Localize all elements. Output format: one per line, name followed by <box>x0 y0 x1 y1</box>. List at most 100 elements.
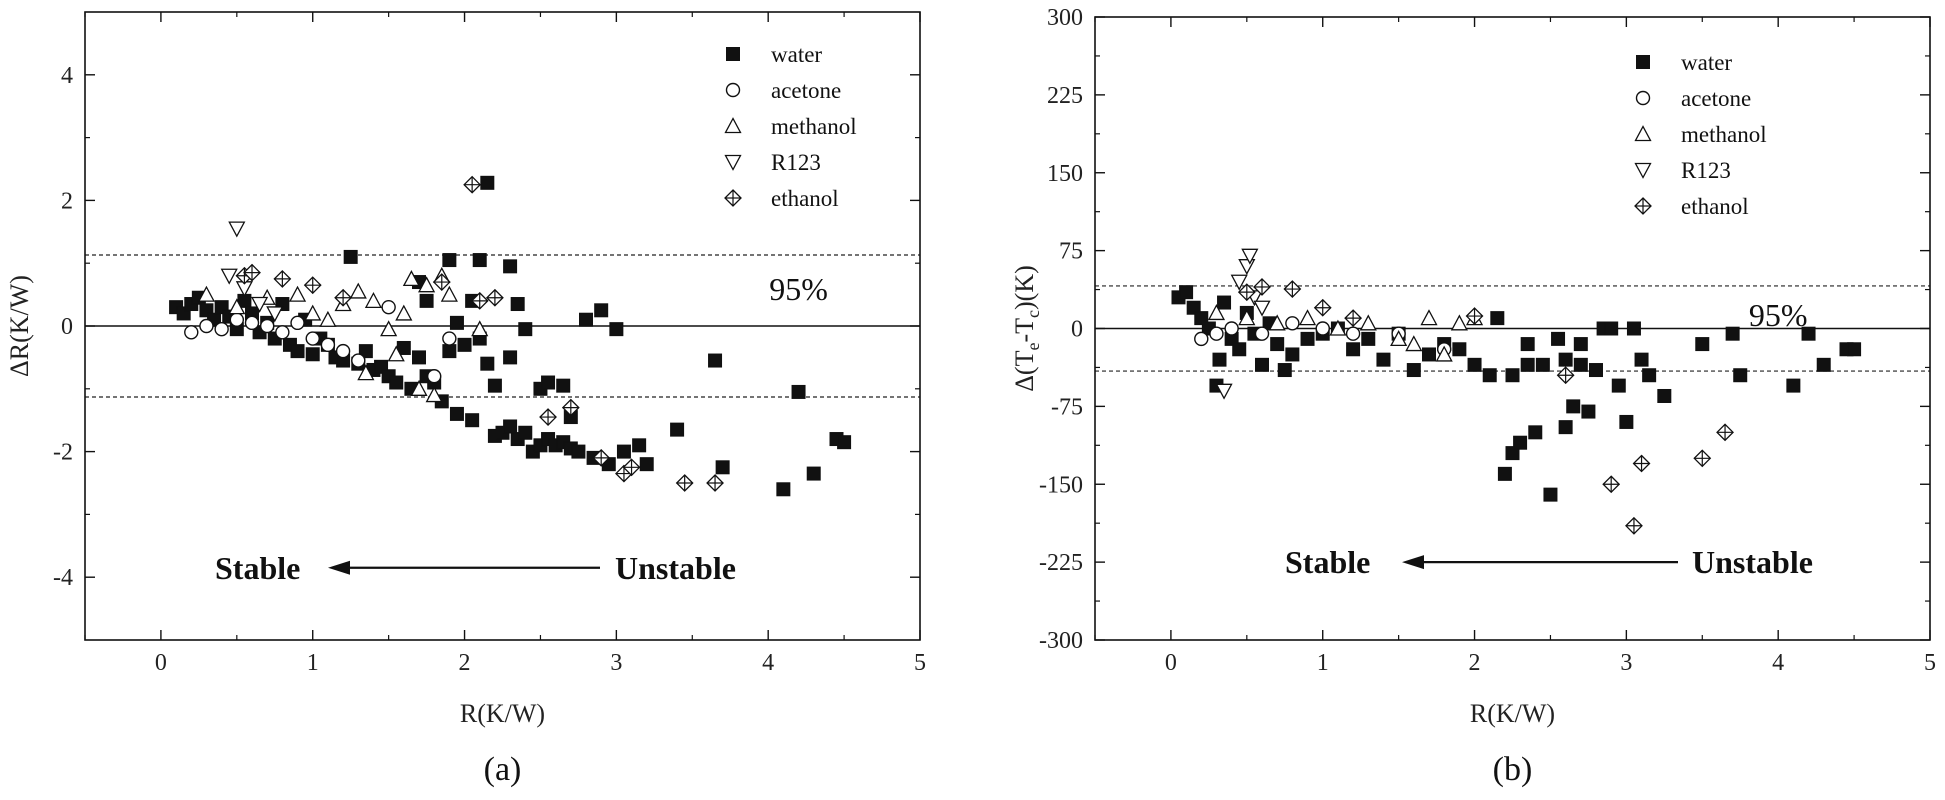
data-point-water <box>1636 55 1650 69</box>
data-point-water <box>480 175 495 190</box>
data-point-water <box>1611 378 1626 393</box>
legend-label-ethanol: ethanol <box>1681 194 1749 219</box>
x-tick-label: 4 <box>762 650 774 676</box>
x-tick-label: 3 <box>610 650 622 676</box>
x-tick-label: 1 <box>1317 650 1329 676</box>
data-point-r123 <box>228 221 246 238</box>
data-point-water <box>571 444 586 459</box>
data-point-water <box>1634 352 1649 367</box>
data-point-water <box>1513 435 1528 450</box>
data-point-water <box>503 350 518 365</box>
data-point-water <box>389 375 404 390</box>
data-point-acetone <box>351 353 366 368</box>
data-point-water <box>1528 425 1543 440</box>
data-point-acetone <box>1635 90 1651 106</box>
data-point-ethanol <box>1716 423 1734 442</box>
data-point-methanol <box>410 379 428 396</box>
data-point-methanol <box>395 304 413 321</box>
data-point-water <box>837 435 852 450</box>
data-point-acetone <box>426 369 442 384</box>
legend-label-water: water <box>1681 50 1732 75</box>
data-point-acetone <box>214 321 229 337</box>
data-point-methanol <box>1634 125 1652 142</box>
data-point-methanol <box>380 320 398 337</box>
data-point-r123 <box>1230 274 1248 291</box>
legend-label-acetone: acetone <box>771 78 841 103</box>
x-tick-label: 4 <box>1772 650 1784 676</box>
data-point-water <box>305 347 320 362</box>
y-tick-label: -225 <box>1039 550 1083 576</box>
data-point-methanol <box>1298 309 1317 326</box>
data-point-r123 <box>1238 259 1256 276</box>
data-point-water <box>442 344 457 359</box>
stable-label: Stable <box>1285 544 1370 580</box>
data-point-methanol <box>349 282 367 299</box>
data-point-acetone <box>381 299 396 315</box>
y-tick-label: 4 <box>61 63 73 89</box>
data-point-water <box>1816 357 1831 372</box>
y-tick-label: 0 <box>1071 317 1083 343</box>
data-point-methanol <box>228 298 246 315</box>
data-point-acetone <box>1285 316 1300 331</box>
data-point-water <box>419 293 434 308</box>
y-axis-label-subscript: c <box>1023 310 1043 318</box>
data-point-water <box>1695 337 1710 352</box>
stable-label: Stable <box>215 550 300 586</box>
data-point-acetone <box>305 331 320 346</box>
data-point-water <box>708 353 723 368</box>
data-point-ethanol <box>675 474 694 492</box>
data-point-ethanol <box>1465 307 1484 325</box>
data-point-water <box>1558 352 1573 367</box>
data-point-ethanol <box>1556 366 1575 385</box>
data-point-water <box>1642 368 1657 383</box>
data-point-methanol <box>1207 304 1226 321</box>
data-point-water <box>510 297 525 312</box>
data-point-water <box>1186 300 1201 315</box>
y-axis-label: Δ(Te-Tc)(K) <box>1010 265 1043 392</box>
data-point-water <box>1179 285 1194 300</box>
data-point-water <box>1551 331 1566 346</box>
data-point-ethanol <box>622 458 641 477</box>
data-point-water <box>1277 363 1292 378</box>
data-point-water <box>1733 368 1748 383</box>
data-point-acetone <box>1224 321 1239 336</box>
data-point-ethanol <box>1693 449 1712 468</box>
data-point-water <box>594 303 609 318</box>
data-point-water <box>1558 420 1573 435</box>
data-point-water <box>791 384 806 399</box>
data-point-water <box>472 253 487 268</box>
data-point-water <box>1482 368 1497 383</box>
data-point-water <box>1406 363 1421 378</box>
data-point-water <box>1604 321 1619 336</box>
data-point-ethanol <box>1634 197 1652 215</box>
x-tick-label: 0 <box>1165 650 1177 676</box>
data-point-water <box>1497 466 1512 481</box>
data-point-acetone <box>1315 321 1330 336</box>
data-point-methanol <box>1359 314 1377 331</box>
data-point-ethanol <box>539 408 557 426</box>
data-point-water <box>1725 326 1740 341</box>
data-point-ethanol <box>1253 278 1271 296</box>
data-point-water <box>465 413 480 428</box>
data-point-methanol <box>402 270 420 287</box>
data-point-water <box>518 322 533 337</box>
data-point-water <box>1285 347 1300 362</box>
y-tick-label: 225 <box>1047 83 1083 109</box>
y-axis-label-part: )(K) <box>1010 265 1039 310</box>
data-point-methanol <box>357 364 375 381</box>
data-point-water <box>480 356 495 371</box>
y-axis-label: ΔR(K/W) <box>5 275 34 377</box>
data-point-water <box>1505 368 1520 383</box>
data-point-methanol <box>724 117 742 134</box>
data-point-ethanol <box>303 276 322 295</box>
data-point-acetone <box>725 82 741 98</box>
data-point-water <box>1361 331 1376 346</box>
x-tick-label: 5 <box>914 650 926 676</box>
data-point-acetone <box>335 343 351 359</box>
legend-label-acetone: acetone <box>1681 86 1751 111</box>
chart-panel-a: 0 1 2 3 4 5 -4 -2 0 2 4 R(K/W) ΔR(K/W) 95% Stable Unsta… <box>5 11 926 788</box>
data-point-methanol <box>364 292 383 309</box>
unstable-label: Unstable <box>1692 544 1813 580</box>
data-point-r123 <box>251 296 269 313</box>
data-point-water <box>1847 342 1862 357</box>
